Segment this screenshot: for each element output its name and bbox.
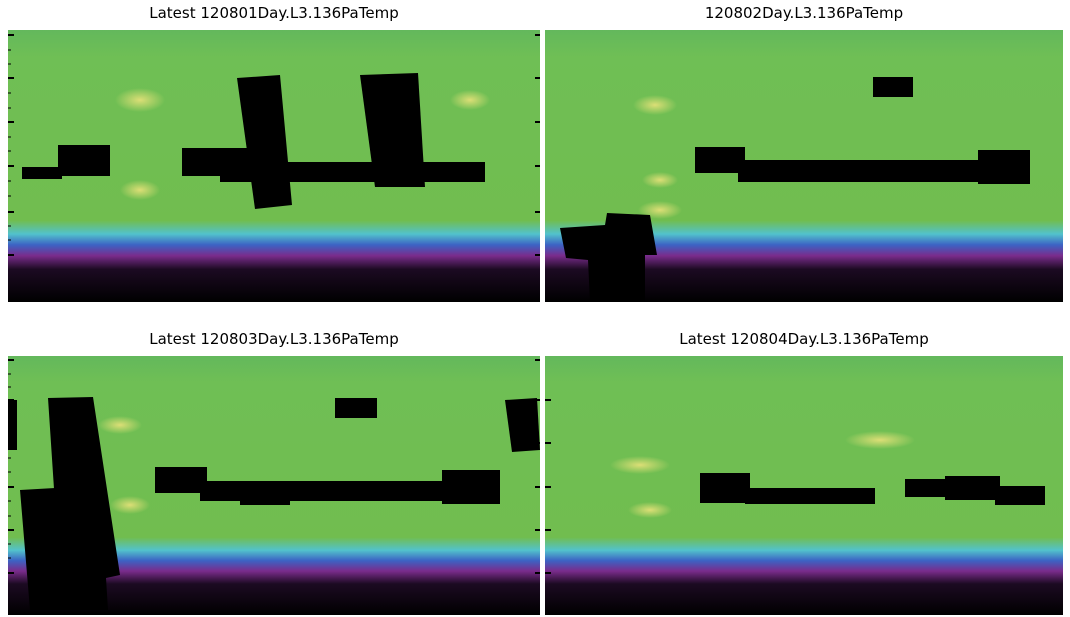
panel-title: 120802Day.L3.136PaTemp — [705, 4, 903, 22]
map-panel — [545, 30, 1063, 302]
map-panel — [8, 356, 540, 615]
page: Latest 120801Day.L3.136PaTemp 120802Day.… — [0, 0, 1070, 617]
panel-title: Latest 120801Day.L3.136PaTemp — [149, 4, 398, 22]
panel-title: Latest 120804Day.L3.136PaTemp — [679, 330, 928, 348]
map-panel — [545, 356, 1063, 615]
panel-title: Latest 120803Day.L3.136PaTemp — [149, 330, 398, 348]
map-panel — [8, 30, 540, 302]
figure: Latest 120801Day.L3.136PaTemp 120802Day.… — [0, 0, 1070, 617]
